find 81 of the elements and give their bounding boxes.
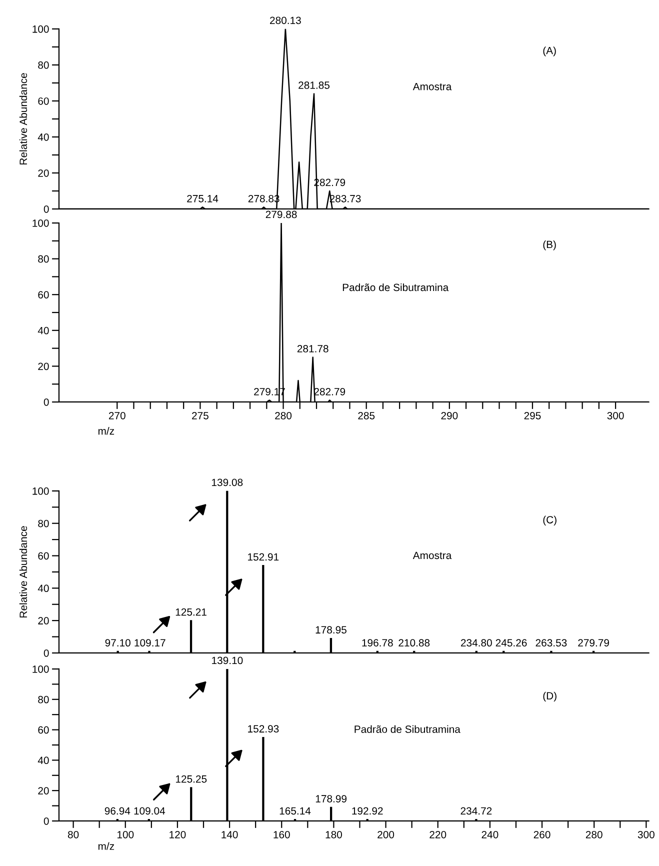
x-tick-label: 200 <box>378 830 394 838</box>
annotation: (B) <box>543 240 556 250</box>
annotation: 263.53 <box>536 639 567 647</box>
y-tick-label: 80 <box>38 61 49 69</box>
y-tick-label: 0 <box>44 649 49 657</box>
annotation: 125.21 <box>176 608 206 616</box>
x-tick-label: 120 <box>170 830 186 838</box>
annotation: (A) <box>543 46 556 56</box>
annotation: (D) <box>543 692 556 702</box>
annotation: Padrão de Sibutramina <box>342 283 449 292</box>
y-tick-label: 100 <box>32 665 49 673</box>
x-tick-label: 100 <box>117 830 134 838</box>
annotation: 96.94 <box>104 807 130 815</box>
annotation: 139.08 <box>212 478 243 486</box>
x-tick-label: 295 <box>524 412 541 420</box>
x-axis-title: m/z <box>98 427 114 435</box>
x-tick-label: 280 <box>275 412 292 420</box>
annotation: 280.13 <box>270 16 301 24</box>
x-tick-label: 275 <box>192 412 208 420</box>
x-tick-label: 270 <box>108 412 126 420</box>
annotation: 152.93 <box>248 725 279 733</box>
x-tick-label: 160 <box>274 830 290 838</box>
annotation: 245.26 <box>496 639 527 647</box>
x-tick-label: 260 <box>534 830 550 838</box>
y-axis-title: Relative Abundance <box>19 73 28 164</box>
annotation: 97.10 <box>105 639 130 647</box>
annotation: 234.80 <box>460 639 492 647</box>
x-tick-label: 140 <box>222 830 238 838</box>
annotation: 178.99 <box>316 795 347 802</box>
y-tick-label: 60 <box>38 291 49 298</box>
annotation: 152.91 <box>248 553 279 561</box>
annotation: 275.14 <box>187 194 218 202</box>
annotation: Amostra <box>412 552 452 560</box>
y-tick-label: 40 <box>38 756 49 764</box>
y-tick-label: 100 <box>32 219 49 227</box>
y-tick-label: 40 <box>38 326 49 334</box>
annotation: 139.10 <box>212 656 243 664</box>
y-tick-label: 60 <box>38 726 49 734</box>
annotation: 165.14 <box>280 807 311 815</box>
annotation: 234.72 <box>460 807 492 815</box>
y-tick-label: 80 <box>38 696 49 704</box>
x-tick-label: 300 <box>638 830 654 838</box>
y-tick-label: 20 <box>38 787 49 794</box>
x-tick-label: 180 <box>326 830 342 838</box>
x-tick-label: 300 <box>607 412 624 420</box>
annotation: Padrão de Sibutramina <box>354 725 460 733</box>
y-tick-label: 20 <box>38 169 49 177</box>
y-tick-label: 40 <box>38 584 49 592</box>
y-tick-label: 100 <box>32 487 49 495</box>
y-tick-label: 20 <box>38 617 49 624</box>
annotation: 279.79 <box>578 639 609 647</box>
x-tick-label: 80 <box>68 830 79 838</box>
y-tick-label: 60 <box>38 552 49 560</box>
x-axis-title: m/z <box>98 842 114 850</box>
x-tick-label: 285 <box>358 412 375 420</box>
annotation: 281.78 <box>297 345 328 352</box>
y-axis-title: Relative Abundance <box>19 526 28 618</box>
annotation: 125.25 <box>176 775 207 783</box>
x-tick-label: 220 <box>430 830 446 838</box>
annotation: 210.88 <box>398 639 430 647</box>
y-tick-label: 20 <box>38 362 49 370</box>
x-tick-label: 290 <box>441 412 458 420</box>
y-tick-label: 40 <box>38 133 49 141</box>
annotation: 178.95 <box>316 626 346 634</box>
annotation: 192.92 <box>352 807 383 815</box>
annotation: 281.85 <box>298 82 330 89</box>
y-tick-label: 0 <box>44 205 49 213</box>
annotation: 109.04 <box>134 807 166 815</box>
y-tick-label: 80 <box>38 520 49 528</box>
annotation: 196.78 <box>362 639 393 647</box>
y-tick-label: 80 <box>38 255 49 263</box>
annotation: 109.17 <box>134 639 166 647</box>
annotation: 279.88 <box>266 210 297 218</box>
y-tick-label: 100 <box>32 25 49 33</box>
x-tick-label: 240 <box>482 830 498 838</box>
y-tick-label: 0 <box>44 817 49 825</box>
y-tick-label: 60 <box>38 97 49 105</box>
annotation: (C) <box>543 516 556 526</box>
x-tick-label: 280 <box>586 830 602 838</box>
y-tick-label: 0 <box>44 398 49 406</box>
annotation: Amostra <box>412 82 452 90</box>
